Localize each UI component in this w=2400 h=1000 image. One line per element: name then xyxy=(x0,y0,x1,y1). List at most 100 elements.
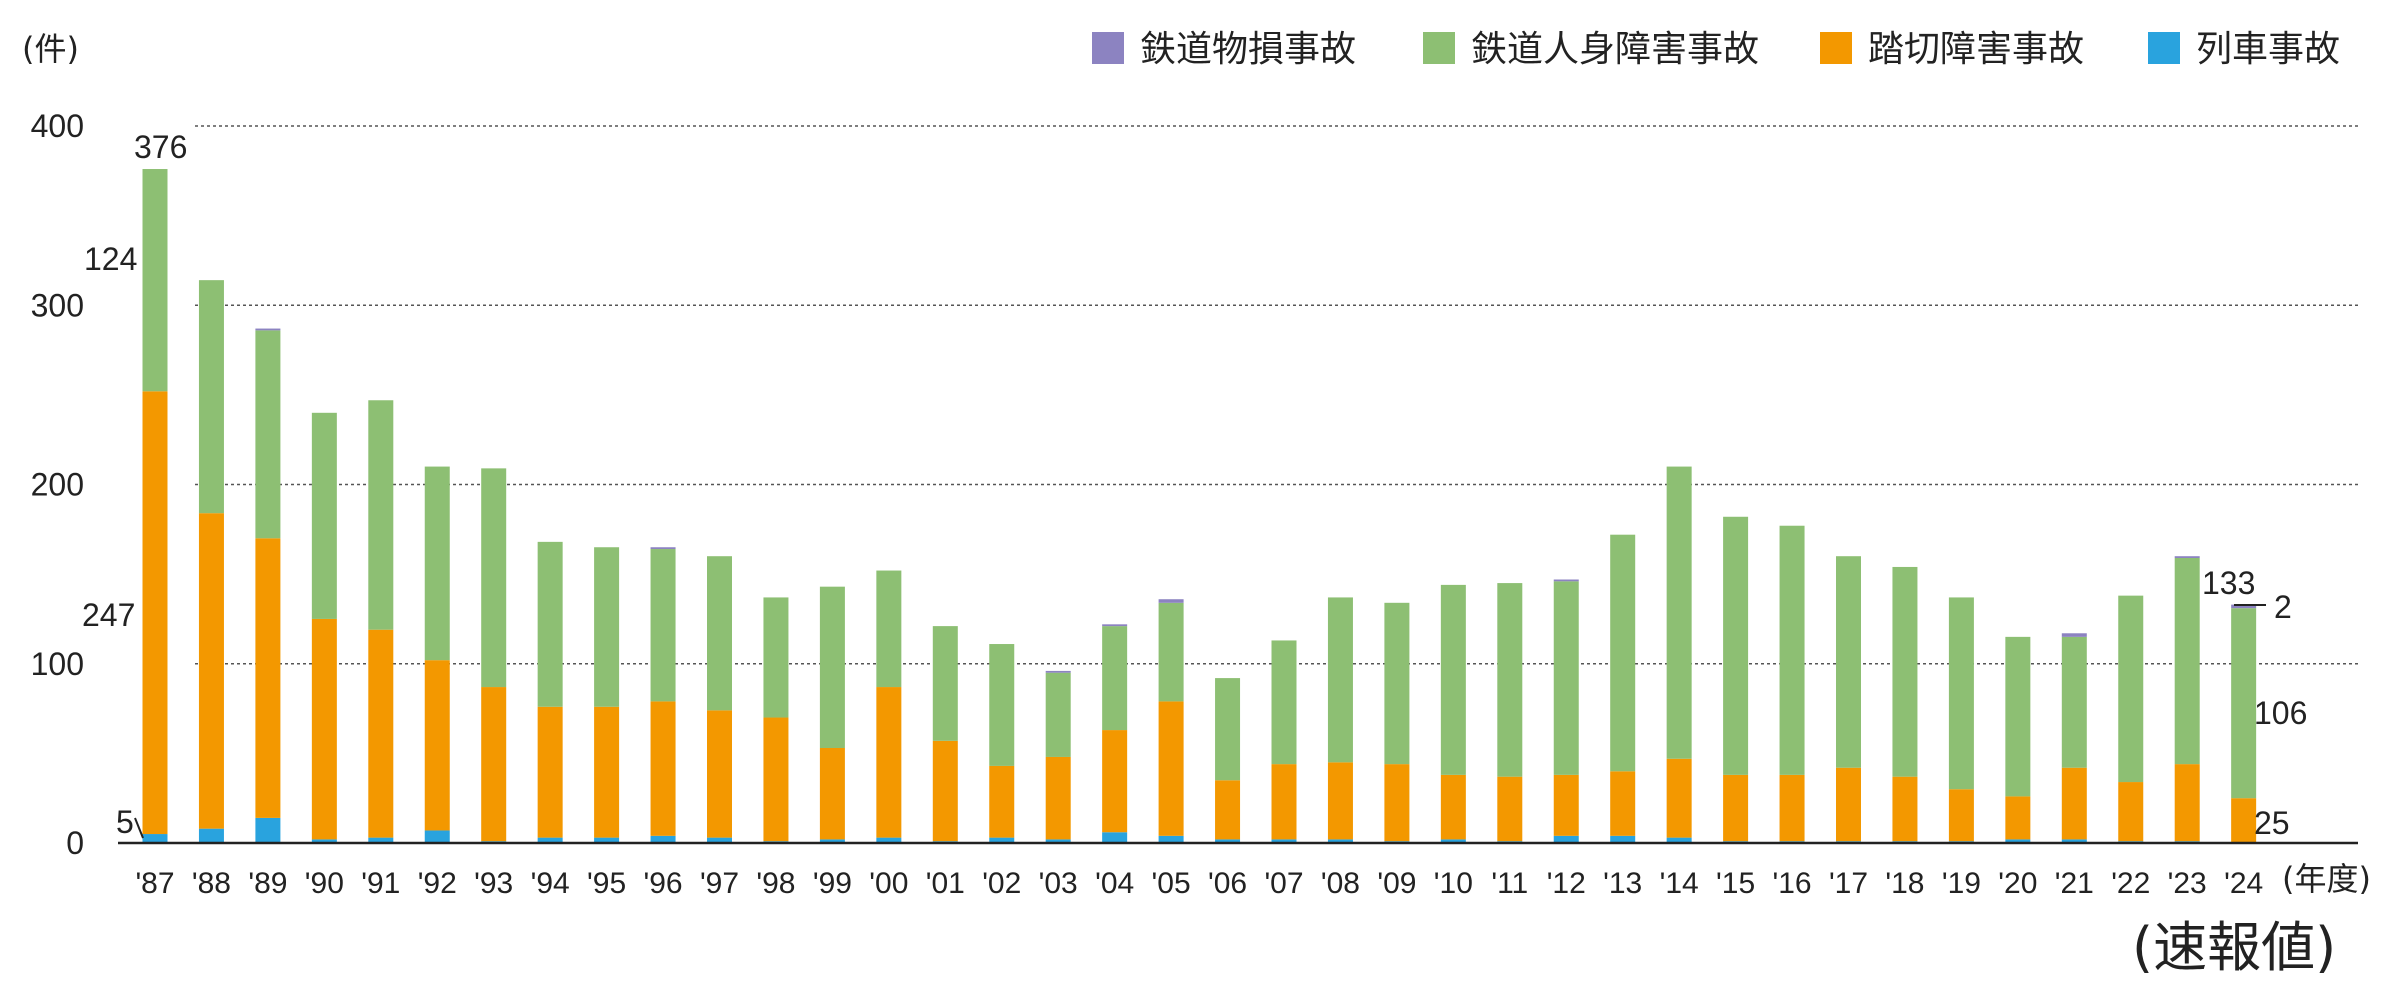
bar-segment xyxy=(1553,579,1579,582)
bar-segment xyxy=(932,740,958,842)
x-tick-label: '95 xyxy=(587,867,626,900)
bar-segment xyxy=(1723,774,1749,842)
bar-segment xyxy=(368,837,394,843)
bar-segment xyxy=(2231,608,2257,799)
bar-segment xyxy=(989,644,1015,766)
bar-segment xyxy=(1384,764,1410,842)
x-tick-label: '93 xyxy=(474,867,513,900)
bar-segment xyxy=(594,837,620,843)
y-tick-label: 200 xyxy=(31,467,84,503)
x-tick-label: '92 xyxy=(418,867,457,900)
bar-segment xyxy=(255,817,281,843)
x-tick-label: '98 xyxy=(756,867,795,900)
legend-label: 列車事故 xyxy=(2196,29,2340,70)
bar-segment xyxy=(1723,516,1749,775)
x-tick-label: '00 xyxy=(869,867,908,900)
x-tick-label: '91 xyxy=(361,867,400,900)
bar-segment xyxy=(311,618,337,840)
bar-segment xyxy=(255,328,281,331)
bar-segment xyxy=(594,706,620,838)
bar-segment xyxy=(1158,599,1184,603)
bar-segment xyxy=(198,513,224,829)
bar-segment xyxy=(1158,602,1184,702)
legend-label: 鉄道物損事故 xyxy=(1140,29,1356,70)
bar-segment xyxy=(1102,730,1128,833)
bar-segment xyxy=(1836,556,1861,768)
bar-segment xyxy=(1440,839,1466,843)
legend-item: 鉄道人身障害事故 xyxy=(1423,29,1759,70)
bar-segment xyxy=(1779,774,1805,842)
x-tick-label: '19 xyxy=(1942,867,1981,900)
bar-segment xyxy=(1158,835,1184,843)
bar-segment xyxy=(424,466,450,661)
x-tick-label: '21 xyxy=(2055,867,2094,900)
x-unit-label: (年度) xyxy=(2282,860,2371,898)
bar-segment xyxy=(481,468,507,688)
legend-swatch xyxy=(2148,32,2180,64)
bar-segment xyxy=(1553,835,1579,843)
bar-segment xyxy=(1327,839,1353,843)
bar-segment xyxy=(1610,771,1636,836)
bar-segment xyxy=(763,717,789,842)
bar-segment xyxy=(1553,581,1579,775)
bar-segment xyxy=(1779,525,1805,775)
bar-segment xyxy=(142,834,168,843)
x-tick-label: '11 xyxy=(1491,867,1528,900)
y-tick-label: 100 xyxy=(31,646,84,682)
bar-segment xyxy=(819,747,845,840)
bar-segment xyxy=(1948,597,1974,790)
bar-segment xyxy=(537,541,563,707)
x-tick-label: '02 xyxy=(982,867,1021,900)
bar-segment xyxy=(650,547,676,550)
annotation-first-total: 376 xyxy=(134,129,187,165)
x-tick-label: '04 xyxy=(1095,867,1134,900)
legend-label: 鉄道人身障害事故 xyxy=(1471,29,1759,70)
x-tick-label: '09 xyxy=(1377,867,1416,900)
bar-segment xyxy=(255,330,281,539)
x-tick-label: '22 xyxy=(2111,867,2150,900)
bar-segment xyxy=(424,660,450,831)
bar-segment xyxy=(650,549,676,702)
x-tick-label: '18 xyxy=(1885,867,1924,900)
bar-segment xyxy=(255,538,281,818)
legend: 鉄道物損事故 鉄道人身障害事故 踏切障害事故 列車事故 xyxy=(1092,29,2340,70)
bar-segment xyxy=(1836,767,1861,842)
bar-segment xyxy=(876,837,902,843)
bar-segment xyxy=(1271,640,1297,765)
x-tick-label: '03 xyxy=(1039,867,1078,900)
bar-segment xyxy=(1440,584,1466,775)
annotation-last-butsuson: 2 xyxy=(2274,589,2292,625)
bar-segment xyxy=(1102,626,1128,731)
x-tick-label: '01 xyxy=(926,867,965,900)
bar-segment xyxy=(1610,534,1636,772)
bar-segment xyxy=(1215,678,1241,781)
x-tick-label: '12 xyxy=(1547,867,1586,900)
bar-segment xyxy=(763,597,789,718)
bar-segment xyxy=(368,629,394,838)
y-axis-ticks: 0 100 200 300 400 xyxy=(31,108,84,861)
bar-segment xyxy=(1666,837,1692,843)
bar-segment xyxy=(1271,839,1297,843)
bar-segment xyxy=(2231,604,2257,609)
bar-segment xyxy=(142,169,168,392)
bar-segment xyxy=(1215,839,1241,843)
bar-segment xyxy=(1497,776,1523,842)
legend-item: 鉄道物損事故 xyxy=(1092,29,1356,70)
bar-segment xyxy=(1892,776,1918,842)
bar-segment xyxy=(2174,557,2200,765)
bar-segment xyxy=(707,556,732,711)
bar-segment xyxy=(2061,636,2087,768)
bar-segment xyxy=(198,280,224,514)
x-tick-label: '16 xyxy=(1772,867,1811,900)
bar-segment xyxy=(2174,556,2200,558)
bar-segment xyxy=(2231,798,2257,843)
bar-segment xyxy=(142,391,168,835)
bar-segment xyxy=(311,412,337,619)
bar-segment xyxy=(2061,633,2087,637)
bar-segment xyxy=(1610,835,1636,843)
annotation-last-total: 133 xyxy=(2202,565,2255,601)
bar-segment xyxy=(932,626,958,741)
x-tick-label: '90 xyxy=(305,867,344,900)
y-tick-label: 400 xyxy=(31,108,84,144)
annotation-leader xyxy=(134,817,144,839)
